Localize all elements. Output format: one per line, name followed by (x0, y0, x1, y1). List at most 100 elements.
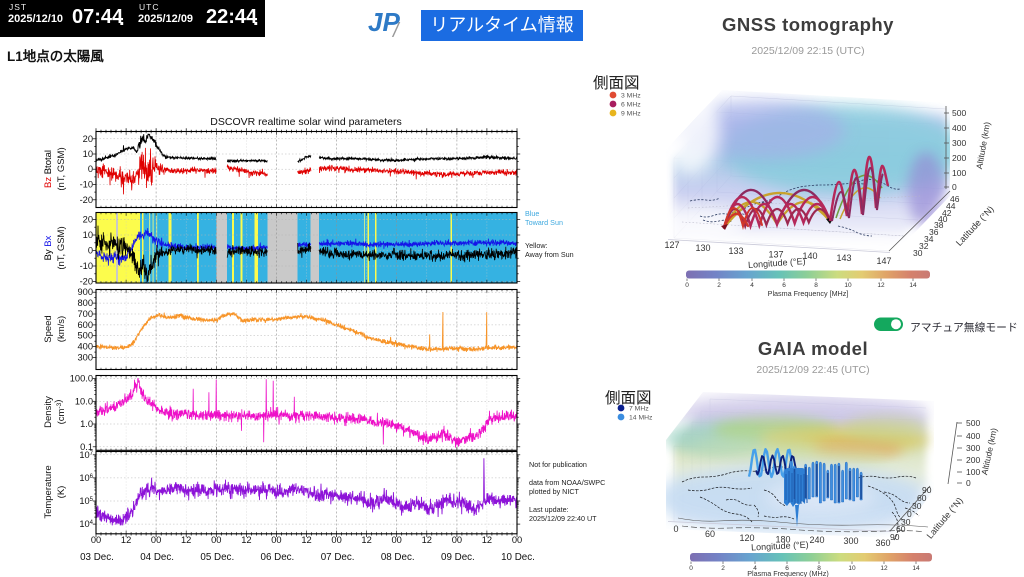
svg-text:10: 10 (844, 282, 852, 289)
svg-text:3 MHz: 3 MHz (621, 93, 641, 100)
svg-text:200: 200 (952, 153, 966, 163)
svg-text:300: 300 (77, 353, 93, 363)
svg-text:34: 34 (924, 234, 934, 244)
svg-text:12: 12 (361, 535, 371, 545)
svg-text:6: 6 (785, 565, 789, 572)
svg-text:10: 10 (83, 230, 93, 240)
svg-text:100: 100 (966, 467, 980, 477)
svg-text:12: 12 (121, 535, 131, 545)
svg-text:8: 8 (817, 565, 821, 572)
svg-text:00: 00 (151, 535, 161, 545)
svg-text:500: 500 (966, 418, 980, 428)
svg-text:(km/s): (km/s) (56, 316, 67, 342)
svg-text:147: 147 (876, 256, 891, 266)
svg-text:12: 12 (301, 535, 311, 545)
svg-text:30: 30 (912, 501, 922, 511)
svg-text:4: 4 (750, 282, 754, 289)
svg-text:Plasma Frequency [MHz]: Plasma Frequency [MHz] (768, 289, 849, 298)
svg-text:00: 00 (392, 535, 402, 545)
svg-text:Speed: Speed (43, 315, 54, 342)
svg-text:140: 140 (802, 251, 817, 261)
svg-text:1.0: 1.0 (80, 419, 93, 429)
svg-text:130: 130 (695, 243, 710, 253)
svg-text:05 Dec.: 05 Dec. (200, 552, 234, 563)
svg-text:30: 30 (913, 248, 923, 258)
svg-text:46: 46 (950, 194, 960, 204)
svg-text:2025/12/09 22:40 UT: 2025/12/09 22:40 UT (529, 514, 597, 523)
svg-text:0: 0 (966, 478, 971, 488)
svg-text:137: 137 (768, 250, 783, 260)
svg-text:Plasma Frequency (MHz): Plasma Frequency (MHz) (747, 569, 828, 577)
svg-text:20: 20 (83, 215, 93, 225)
svg-text:00: 00 (271, 535, 281, 545)
svg-text:400: 400 (77, 342, 93, 352)
svg-text:00: 00 (331, 535, 341, 545)
svg-text:42: 42 (942, 208, 952, 218)
svg-text:0: 0 (907, 509, 912, 519)
svg-text:6 MHz: 6 MHz (621, 102, 641, 109)
svg-text:0.1: 0.1 (80, 442, 93, 452)
svg-text:240: 240 (809, 535, 824, 545)
svg-text:By Bx: By Bx (43, 235, 54, 260)
svg-text:30: 30 (901, 517, 911, 527)
svg-text:300: 300 (952, 138, 966, 148)
svg-text:14: 14 (912, 565, 920, 572)
svg-text:12: 12 (482, 535, 492, 545)
svg-text:Blue: Blue (525, 209, 539, 218)
svg-text:10.0: 10.0 (75, 396, 93, 406)
svg-text:500: 500 (77, 331, 93, 341)
svg-text:6: 6 (782, 282, 786, 289)
svg-text:143: 143 (836, 253, 851, 263)
svg-text:60: 60 (896, 524, 906, 534)
svg-text:10: 10 (848, 565, 856, 572)
svg-text:2: 2 (717, 282, 721, 289)
svg-text:00: 00 (211, 535, 221, 545)
svg-text:105: 105 (79, 496, 93, 506)
svg-text:12: 12 (877, 282, 885, 289)
svg-text:10 Dec.: 10 Dec. (501, 552, 535, 563)
svg-text:400: 400 (952, 123, 966, 133)
svg-text:800: 800 (77, 298, 93, 308)
svg-text:60: 60 (705, 529, 715, 539)
svg-text:0: 0 (88, 246, 93, 256)
svg-text:107: 107 (79, 450, 93, 460)
svg-text:(nT, GSM): (nT, GSM) (56, 147, 67, 190)
svg-text:(K): (K) (56, 486, 67, 499)
svg-text:-10: -10 (80, 261, 93, 271)
svg-text:104: 104 (79, 519, 93, 529)
svg-text:0: 0 (689, 565, 693, 572)
svg-text:400: 400 (966, 431, 980, 441)
svg-text:32: 32 (919, 241, 929, 251)
svg-text:12: 12 (181, 535, 191, 545)
svg-text:-20: -20 (80, 277, 93, 287)
svg-text:plotted by NICT: plotted by NICT (529, 487, 580, 496)
svg-text:12: 12 (880, 565, 888, 572)
svg-text:00: 00 (452, 535, 462, 545)
svg-text:DSCOVR realtime solar wind par: DSCOVR realtime solar wind parameters (210, 116, 401, 128)
svg-text:200: 200 (966, 455, 980, 465)
svg-text:38: 38 (934, 220, 944, 230)
svg-text:0: 0 (952, 182, 957, 192)
svg-text:700: 700 (77, 309, 93, 319)
svg-text:120: 120 (739, 533, 754, 543)
svg-text:Not for publication: Not for publication (529, 460, 587, 469)
svg-text:Longitude (°E): Longitude (°E) (751, 540, 809, 553)
svg-text:20: 20 (83, 134, 93, 144)
svg-text:10: 10 (83, 149, 93, 159)
svg-text:-20: -20 (80, 195, 93, 205)
svg-text:Density: Density (43, 396, 54, 428)
svg-text:133: 133 (728, 246, 743, 256)
svg-text:127: 127 (664, 240, 679, 250)
svg-text:2: 2 (721, 565, 725, 572)
svg-text:180: 180 (775, 535, 790, 545)
svg-text:9 MHz: 9 MHz (621, 111, 641, 118)
svg-text:14: 14 (909, 282, 917, 289)
svg-text:600: 600 (77, 320, 93, 330)
svg-text:40: 40 (938, 214, 948, 224)
svg-text:100: 100 (952, 168, 966, 178)
svg-text:09 Dec.: 09 Dec. (441, 552, 475, 563)
svg-text:360: 360 (875, 538, 890, 548)
svg-text:900: 900 (77, 287, 93, 297)
svg-text:12: 12 (241, 535, 251, 545)
svg-text:06 Dec.: 06 Dec. (261, 552, 295, 563)
